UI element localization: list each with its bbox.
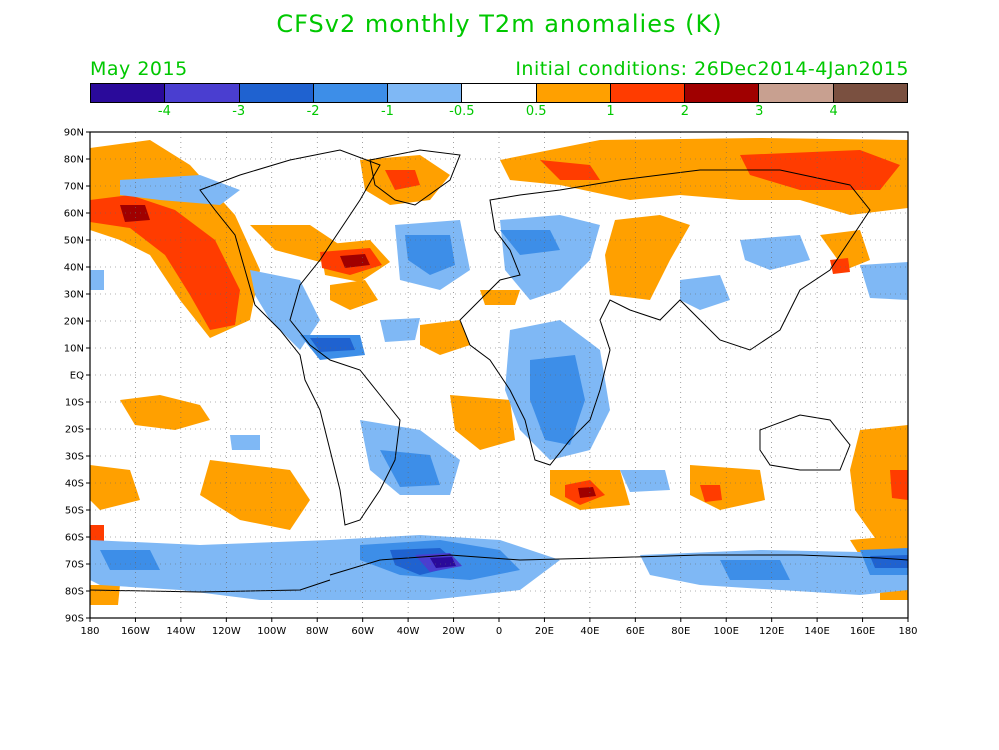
colorbar-swatch	[536, 84, 611, 102]
colorbar-swatch	[685, 84, 760, 102]
lon-tick-label: 80W	[306, 626, 329, 637]
lat-tick-label: 60N	[64, 209, 84, 220]
lon-tick-label: 160E	[850, 626, 875, 637]
lat-tick-label: 90S	[65, 614, 84, 625]
lat-tick-label: 70N	[64, 182, 84, 193]
initial-conditions-label: Initial conditions: 26Dec2014-4Jan2015	[515, 58, 909, 80]
lon-tick-label: 120E	[759, 626, 784, 637]
colorbar	[90, 83, 908, 103]
lon-tick-label: 100E	[714, 626, 739, 637]
lat-tick-label: 20S	[65, 425, 84, 436]
colorbar-swatch	[388, 84, 463, 102]
colorbar-swatch	[462, 84, 537, 102]
colorbar-tick-label: -4	[157, 104, 171, 119]
lon-tick-label: 60E	[626, 626, 645, 637]
colorbar-swatch	[91, 84, 166, 102]
colorbar-swatch	[833, 84, 907, 102]
lat-tick-label: EQ	[70, 371, 84, 382]
lat-tick-label: 10S	[65, 398, 84, 409]
lon-tick-label: 20W	[442, 626, 465, 637]
lat-tick-label: 20N	[64, 317, 84, 328]
chart-title: CFSv2 monthly T2m anomalies (K)	[276, 10, 723, 38]
colorbar-tick-label: 2	[680, 104, 690, 119]
lon-tick-label: 40W	[397, 626, 420, 637]
lon-tick-label: 180	[80, 626, 99, 637]
lat-tick-label: 80N	[64, 155, 84, 166]
colorbar-tick-label: -0.5	[449, 104, 475, 119]
lat-tick-label: 80S	[65, 587, 84, 598]
lon-tick-label: 80E	[671, 626, 690, 637]
colorbar-swatch	[165, 84, 240, 102]
lat-tick-label: 70S	[65, 560, 84, 571]
lat-tick-label: 10N	[64, 344, 84, 355]
lat-tick-label: 50S	[65, 506, 84, 517]
valid-month-label: May 2015	[90, 58, 188, 80]
colorbar-swatch	[610, 84, 686, 102]
lon-tick-label: 100W	[257, 626, 286, 637]
lat-tick-label: 50N	[64, 236, 84, 247]
lat-tick-label: 30S	[65, 452, 84, 463]
lat-tick-label: 90N	[64, 128, 84, 139]
colorbar-tick-label: 4	[829, 104, 838, 119]
colorbar-tick-label: -3	[232, 104, 246, 119]
colorbar-tick-label: 3	[755, 104, 764, 119]
lon-tick-label: 40E	[580, 626, 599, 637]
colorbar-tick-label: -2	[306, 104, 320, 119]
lon-tick-label: 160W	[121, 626, 150, 637]
lon-tick-label: 60W	[351, 626, 374, 637]
longitude-tick-labels: 180 160W 140W 120W 100W 80W 60W 40W 20W 0 20E 40E 60…	[80, 618, 918, 637]
colorbar-swatch	[239, 84, 314, 102]
lon-tick-label: 180	[898, 626, 917, 637]
colorbar-tick-label: -1	[380, 104, 394, 119]
lon-tick-label: 20E	[535, 626, 554, 637]
latitude-tick-labels: 90N 80N 70N 60N 50N 40N 30N 20N 10N EQ 10S 20S 30S 40…	[64, 128, 90, 625]
lat-tick-label: 40N	[64, 263, 84, 274]
lon-tick-label: 120W	[212, 626, 241, 637]
lon-tick-label: 0	[496, 626, 502, 637]
colorbar-tick-label: 1	[606, 104, 615, 119]
lon-tick-label: 140E	[804, 626, 829, 637]
colorbar-tick-label: 0.5	[525, 104, 547, 119]
lat-tick-label: 30N	[64, 290, 84, 301]
lon-tick-label: 140W	[166, 626, 195, 637]
lat-tick-label: 40S	[65, 479, 84, 490]
lat-tick-label: 60S	[65, 533, 84, 544]
grid-lines	[90, 132, 908, 618]
colorbar-swatch	[759, 84, 834, 102]
colorbar-swatch	[313, 84, 389, 102]
